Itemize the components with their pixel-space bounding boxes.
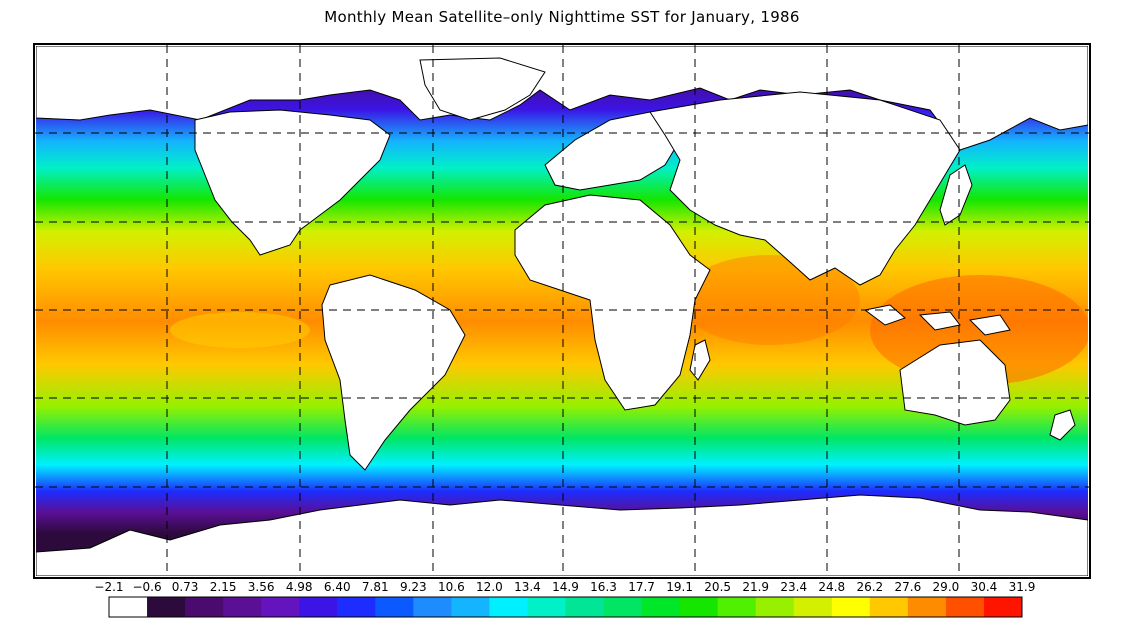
colorbar-tick-label: 14.9: [552, 580, 579, 594]
cold-tongue-east-pacific: [170, 312, 310, 348]
colorbar-swatch: [527, 597, 566, 617]
colorbar-tick-label: 6.40: [323, 580, 351, 594]
colorbar-tick-label: 27.6: [894, 580, 922, 594]
colorbar-tick-label: 23.4: [780, 580, 808, 594]
colorbar-swatch: [717, 597, 757, 617]
colorbar-swatch: [755, 597, 795, 617]
arctic-ice: [36, 46, 1088, 151]
colorbar-tick-label: 16.3: [590, 580, 617, 594]
colorbar-tick-label: 24.8: [818, 580, 846, 594]
colorbar-tick-label: 31.9: [1008, 580, 1036, 594]
colorbar-tick-label: 20.5: [704, 580, 732, 594]
colorbar-swatch: [261, 597, 300, 617]
colorbar-swatch: [793, 597, 833, 617]
colorbar-swatch: [375, 597, 414, 617]
colorbar-tick-label: −2.1: [94, 580, 124, 594]
colorbar-tick-label: 26.2: [856, 580, 884, 594]
colorbar-tick-label: 29.0: [932, 580, 960, 594]
japan: [939, 164, 973, 226]
australia: [899, 339, 1011, 426]
graticule: [35, 45, 1089, 577]
colorbar-swatch: [945, 597, 985, 617]
colorbar-swatch: [831, 597, 871, 617]
colorbar-tick-label: 4.98: [285, 580, 313, 594]
colorbar-swatch: [869, 597, 909, 617]
colorbar-tick-label: 19.1: [666, 580, 693, 594]
new-zealand: [1049, 409, 1076, 441]
colorbar-border: [108, 596, 1023, 618]
colorbar-tick-label: 2.15: [209, 580, 237, 594]
colorbar-tick-label: −0.6: [132, 580, 162, 594]
colorbar-labels: −2.1 −0.6 0.73 2.15 3.56 4.98 6.40 7.81 9.23 10.6…: [0, 580, 1124, 596]
europe: [544, 111, 681, 191]
colorbar-swatch: [413, 597, 452, 617]
antarctica: [36, 494, 1088, 576]
colorbar-swatch: [983, 597, 1023, 617]
africa: [514, 194, 711, 411]
indonesia-islands: [863, 304, 1011, 336]
colorbar-swatch: [907, 597, 947, 617]
colorbar-swatch: [565, 597, 605, 617]
colorbar-tick-label: 10.6: [438, 580, 465, 594]
colorbar-tick-label: 3.56: [247, 580, 275, 594]
map-title: Monthly Mean Satellite–only Nighttime SS…: [324, 8, 800, 26]
colorbar-tick-label: 13.4: [514, 580, 541, 594]
colorbar-swatch: [489, 597, 528, 617]
south-america: [321, 274, 466, 471]
colorbar-swatch: [337, 597, 376, 617]
greenland: [419, 57, 546, 121]
north-america: [194, 109, 391, 256]
colorbar-swatch: [223, 597, 262, 617]
map-frame: [33, 43, 1091, 579]
colorbar-swatch: [451, 597, 490, 617]
colorbar-swatch: [147, 597, 186, 617]
asia: [649, 91, 961, 286]
colorbar-tick-label: 12.0: [476, 580, 503, 594]
colorbar-swatch: [603, 597, 643, 617]
colorbar-tick-label: 7.81: [361, 580, 389, 594]
colorbar-tick-label: 0.73: [171, 580, 199, 594]
colorbar-tick-label: 17.7: [628, 580, 655, 594]
colorbar-tick-label: 9.23: [399, 580, 427, 594]
colorbar: [108, 596, 1023, 618]
colorbar-swatch: [185, 597, 224, 617]
colorbar-swatch: [299, 597, 338, 617]
colorbar-swatch: [109, 597, 148, 617]
colorbar-tick-label: 30.4: [970, 580, 998, 594]
colorbar-swatch: [679, 597, 719, 617]
colorbar-tick-label: 21.9: [742, 580, 770, 594]
colorbar-swatch: [641, 597, 681, 617]
